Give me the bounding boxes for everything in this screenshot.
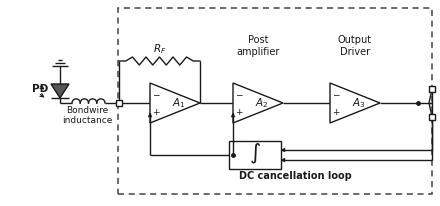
Polygon shape: [148, 113, 152, 117]
Text: $+$: $+$: [235, 107, 243, 117]
Bar: [429, 114, 435, 120]
Text: DC cancellation loop: DC cancellation loop: [238, 171, 352, 181]
Polygon shape: [231, 113, 235, 117]
Text: $A_3$: $A_3$: [352, 96, 366, 110]
Text: $R_F$: $R_F$: [153, 42, 166, 56]
Text: Output
Driver: Output Driver: [338, 35, 372, 57]
Polygon shape: [150, 83, 200, 123]
Text: $-$: $-$: [235, 89, 243, 98]
Bar: [116, 100, 122, 106]
Text: PD: PD: [32, 84, 48, 94]
Polygon shape: [281, 158, 285, 162]
Bar: [118, 8, 432, 194]
Text: $A_1$: $A_1$: [172, 96, 186, 110]
Text: $+$: $+$: [332, 107, 340, 117]
Text: Bondwire
inductance: Bondwire inductance: [62, 106, 112, 125]
Text: $\int$: $\int$: [249, 142, 261, 166]
Bar: [429, 86, 435, 92]
Text: $+$: $+$: [152, 107, 160, 117]
Text: $-$: $-$: [332, 89, 340, 98]
Bar: [229, 141, 281, 169]
Text: Post
amplifier: Post amplifier: [236, 35, 280, 57]
Text: $-$: $-$: [152, 89, 160, 98]
Polygon shape: [281, 148, 285, 152]
Polygon shape: [330, 83, 380, 123]
Text: $A_2$: $A_2$: [255, 96, 269, 110]
Polygon shape: [233, 83, 283, 123]
Polygon shape: [51, 84, 69, 98]
